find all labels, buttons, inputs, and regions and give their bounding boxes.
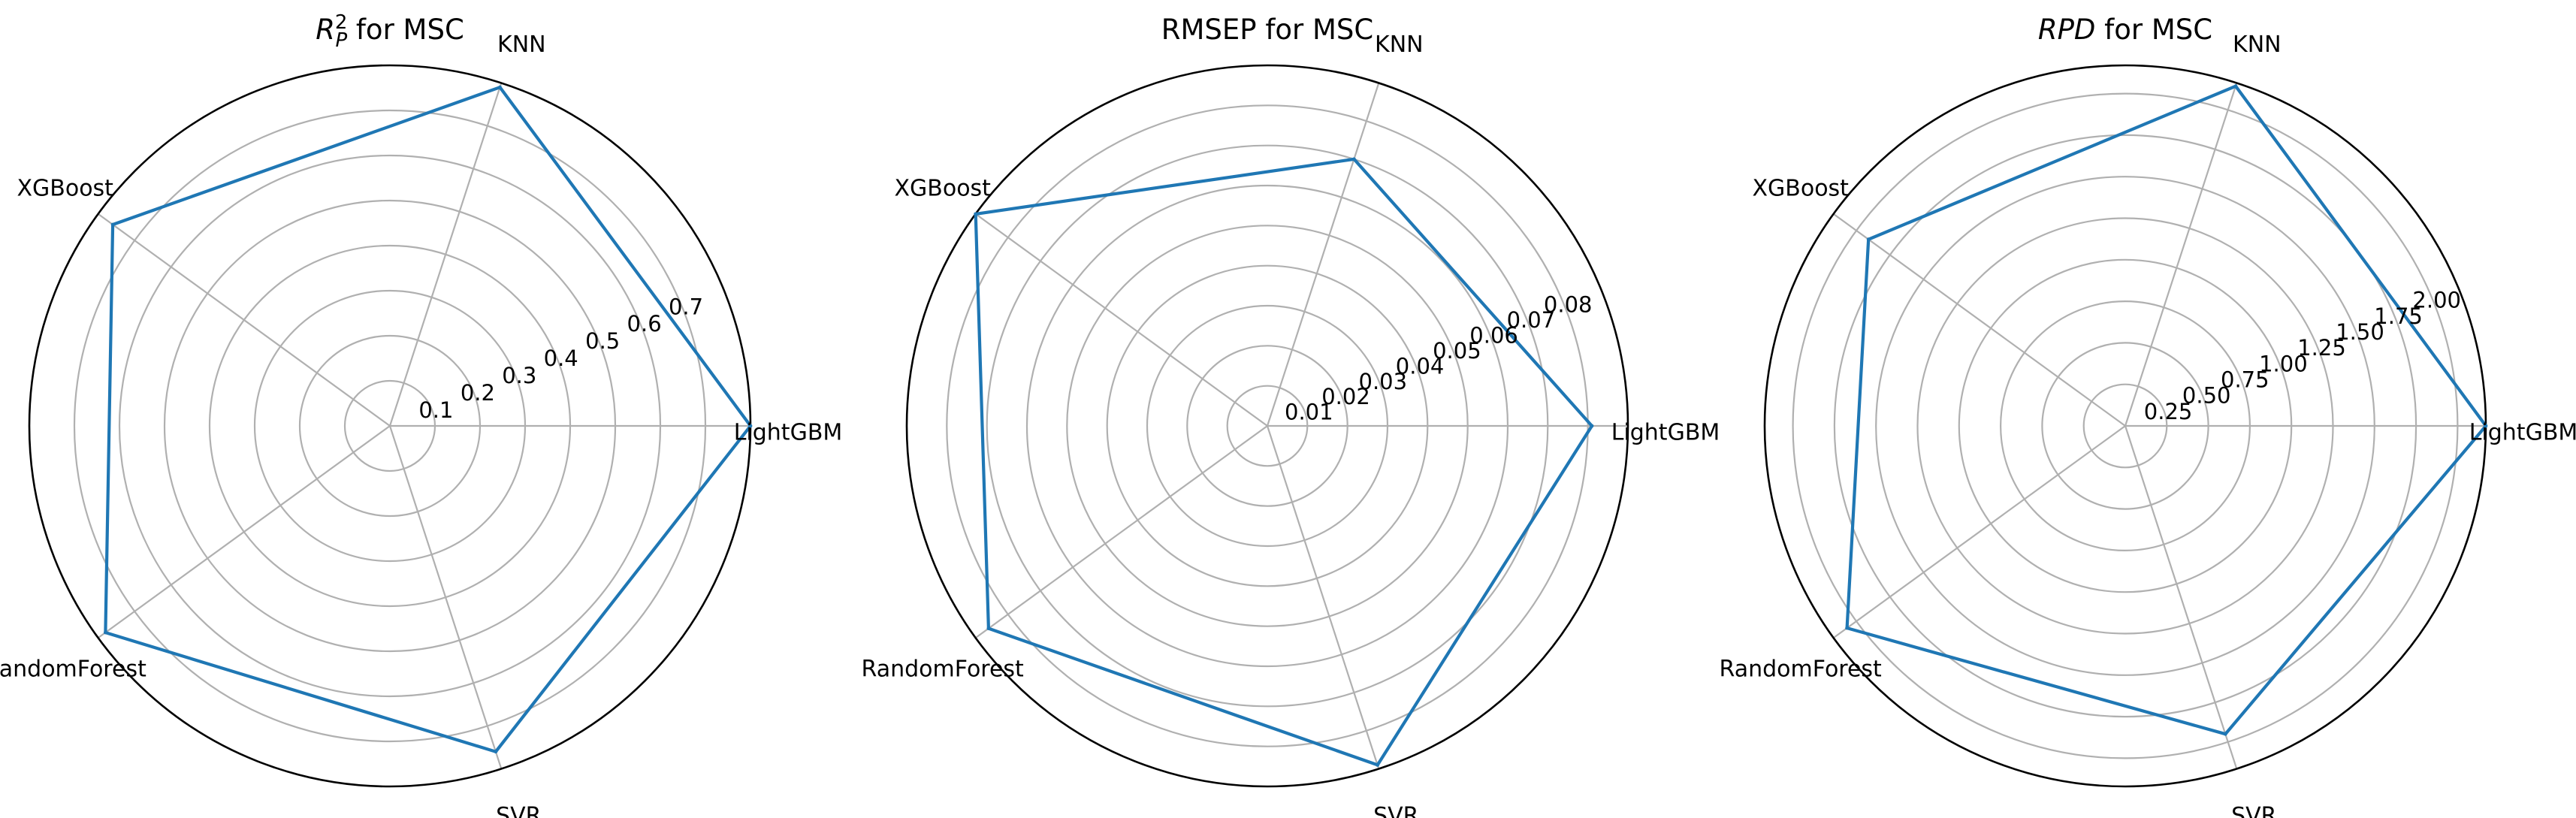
rpd-title-italic: RPD [2038, 14, 2096, 46]
rmsep-series-line [974, 157, 1593, 767]
rpd-category-label: SVR [2231, 803, 2276, 818]
r2-data-point [110, 222, 115, 227]
r2-grid [73, 83, 750, 769]
rmsep-tick-label: 0.06 [1469, 323, 1518, 349]
rmsep-grid [946, 83, 1628, 769]
rpd-spoke-4 [1833, 425, 2126, 638]
rmsep-chart-title: RMSEP for MSC [1161, 14, 1373, 46]
r2-tick-label: 0.3 [502, 363, 536, 388]
rpd-category-label: XGBoost [1752, 176, 1849, 202]
rpd-tick-label: 1.00 [2259, 351, 2308, 376]
rmsep-data-point [1352, 157, 1356, 161]
rpd-series-line [1845, 84, 2487, 736]
rmsep-tick-label: 0.01 [1285, 400, 1333, 425]
r2-series-line [104, 85, 752, 754]
rpd-data-point [1866, 237, 1871, 242]
rmsep-tick-label: 0.07 [1507, 307, 1556, 333]
r2-series [104, 85, 753, 754]
rpd-chart-title: RPD for MSC [2038, 14, 2212, 46]
r2-title-main: R [316, 14, 335, 46]
r2-data-point [104, 630, 107, 635]
rmsep-category-label: LightGBM [1611, 420, 1720, 446]
r2-data-point [748, 424, 753, 428]
r2-tick-label: 0.4 [544, 346, 578, 371]
rmsep-data-point [1376, 763, 1380, 767]
r2-tick-label: 0.1 [418, 397, 453, 423]
rpd-data-point [2233, 84, 2238, 89]
rpd-tick-label: 1.25 [2297, 335, 2346, 361]
r2-tick-label: 0.5 [585, 328, 620, 354]
r2-tick-label: 0.6 [627, 311, 662, 337]
rpd-data-point [2223, 732, 2227, 736]
rpd-tick-label: 1.75 [2374, 303, 2423, 329]
r2-chart-title: R2 P for MSC [316, 11, 464, 52]
rmsep-category-label: RandomForest [862, 656, 1025, 682]
rpd-spoke-5 [2124, 425, 2238, 769]
rpd-data-point [2484, 424, 2488, 428]
rmsep-category-label: SVR [1373, 803, 1418, 818]
rmsep-labels: LightGBMKNNXGBoostRandomForestSVR0.010.0… [862, 32, 1720, 818]
radar-panel-rmsep: LightGBMKNNXGBoostRandomForestSVR0.010.0… [862, 14, 1720, 818]
r2-category-label: KNN [497, 32, 546, 58]
rmsep-spoke-5 [1266, 425, 1380, 769]
rmsep-tick-label: 0.02 [1321, 384, 1370, 409]
r2-spoke-5 [388, 425, 503, 769]
radar-panel-r2: LightGBM KNN XGBoost RandomForest SVR 0.1 0.2 0… [0, 11, 842, 818]
rmsep-tick-label: 0.05 [1433, 338, 1481, 364]
rmsep-data-point [986, 626, 991, 630]
r2-category-label: RandomForest [0, 656, 146, 682]
r2-spoke-4 [98, 425, 391, 638]
rpd-category-label: RandomForest [1720, 656, 1883, 682]
r2-data-point [498, 85, 502, 89]
r2-category-label: SVR [496, 803, 541, 818]
rpd-title-rest: for MSC [2095, 14, 2212, 46]
r2-labels: LightGBM KNN XGBoost RandomForest SVR 0.1 0.2 0… [0, 32, 842, 818]
rmsep-tick-label: 0.03 [1359, 369, 1408, 394]
rmsep-category-label: KNN [1375, 32, 1424, 58]
r2-category-label: LightGBM [734, 420, 843, 446]
r2-spoke-3 [98, 213, 391, 427]
r2-category-label: XGBoost [17, 176, 113, 202]
rmsep-data-point [974, 212, 978, 216]
rpd-tick-label: 2.00 [2412, 288, 2461, 313]
rmsep-spoke-4 [975, 425, 1268, 638]
rpd-labels: LightGBM KNN XGBoost RandomForest SVR 0.250.5… [1720, 32, 2576, 818]
r2-data-point [494, 750, 498, 754]
rmsep-tick-label: 0.08 [1544, 292, 1593, 318]
rpd-tick-label: 0.25 [2144, 399, 2193, 424]
rpd-tick-label: 0.50 [2182, 383, 2231, 409]
r2-tick-label: 0.7 [669, 294, 703, 319]
rpd-data-point [1845, 626, 1850, 630]
rpd-category-label: KNN [2233, 32, 2282, 58]
r2-title-sub: P [335, 29, 347, 52]
rmsep-category-label: XGBoost [894, 176, 991, 202]
rmsep-tick-label: 0.04 [1396, 353, 1445, 379]
rpd-spoke-3 [1833, 213, 2126, 427]
rpd-series [1845, 84, 2488, 736]
rmsep-outer-ring [905, 64, 1629, 788]
r2-title-sup: 2 [335, 11, 348, 34]
rmsep-spoke-3 [975, 213, 1268, 427]
rpd-grid [1792, 83, 2486, 769]
rpd-tick-label: 0.75 [2221, 367, 2269, 393]
radar-panel-rpd: LightGBM KNN XGBoost RandomForest SVR 0.250.5… [1720, 14, 2576, 818]
r2-tick-label: 0.2 [461, 380, 495, 406]
rmsep-data-point [1590, 424, 1594, 428]
rmsep-spoke-2 [1266, 83, 1380, 427]
rpd-tick-label: 1.50 [2336, 319, 2384, 345]
rpd-spoke-2 [2124, 83, 2238, 427]
r2-title-rest: for MSC [347, 14, 464, 46]
rpd-category-label: LightGBM [2469, 420, 2576, 446]
rmsep-series [974, 157, 1594, 767]
r2-spoke-2 [388, 83, 503, 427]
